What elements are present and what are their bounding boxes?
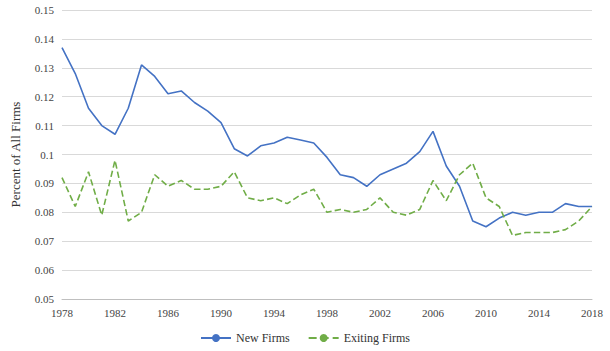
svg-text:1998: 1998 [316,307,339,319]
svg-text:0.06: 0.06 [35,264,55,276]
svg-text:0.11: 0.11 [35,120,54,132]
svg-text:Percent of All Firms: Percent of All Firms [8,102,23,208]
svg-text:2018: 2018 [581,307,604,319]
svg-text:2010: 2010 [475,307,498,319]
svg-text:0.12: 0.12 [35,91,54,103]
svg-text:0.09: 0.09 [35,177,55,189]
svg-text:0.08: 0.08 [35,206,55,218]
svg-text:0.1: 0.1 [40,149,54,161]
svg-text:0.13: 0.13 [35,62,55,74]
svg-text:0.15: 0.15 [35,4,55,16]
svg-text:Exiting Firms: Exiting Firms [344,331,411,345]
svg-text:New Firms: New Firms [236,331,290,345]
svg-text:2014: 2014 [528,307,551,319]
svg-text:1982: 1982 [104,307,126,319]
svg-text:0.14: 0.14 [35,33,55,45]
svg-text:0.05: 0.05 [35,293,55,305]
svg-text:1978: 1978 [51,307,74,319]
svg-text:1994: 1994 [263,307,286,319]
svg-text:0.07: 0.07 [35,235,55,247]
svg-text:1986: 1986 [157,307,180,319]
svg-text:1990: 1990 [210,307,233,319]
svg-text:2006: 2006 [422,307,445,319]
svg-text:2002: 2002 [369,307,391,319]
